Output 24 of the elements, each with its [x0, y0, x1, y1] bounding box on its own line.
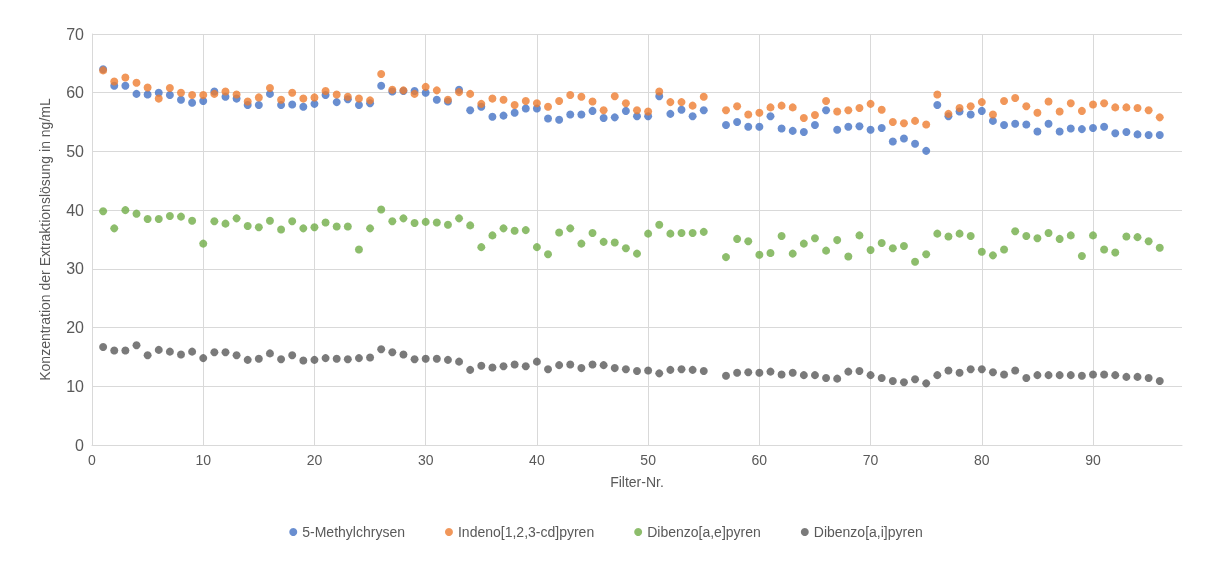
x-tick-label: 50: [640, 452, 657, 468]
y-tick-label: 70: [66, 25, 85, 43]
x-tick-label: 20: [306, 452, 323, 468]
legend-label: 5-Methylchrysen: [302, 524, 405, 540]
x-tick-label: 80: [974, 452, 990, 468]
x-tick-label: 60: [751, 452, 768, 468]
y-tick-label: 0: [75, 436, 85, 454]
y-axis-title: Konzentration der Extraktionslösung in ng/mL: [37, 98, 53, 381]
x-tick-label: 10: [195, 452, 212, 468]
x-axis-title: Filter-Nr.: [610, 474, 664, 490]
x-tick-label: 40: [529, 452, 545, 468]
x-tick-label: 30: [417, 452, 434, 468]
y-tick-label: 60: [66, 84, 85, 102]
legend-label: Dibenzo[a,i]pyren: [813, 524, 923, 540]
y-tick-label: 10: [66, 377, 85, 395]
y-tick-label: 30: [66, 260, 85, 278]
y-tick-label: 20: [66, 319, 85, 337]
x-tick-label: 0: [88, 452, 97, 468]
x-tick-label: 70: [862, 452, 879, 468]
x-tick-label: 90: [1085, 452, 1102, 468]
legend-label: Dibenzo[a,e]pyren: [647, 524, 761, 540]
legend-label: Indeno[1,2,3-cd]pyren: [457, 524, 595, 540]
y-tick-label: 40: [66, 201, 85, 219]
y-tick-label: 50: [66, 142, 85, 160]
